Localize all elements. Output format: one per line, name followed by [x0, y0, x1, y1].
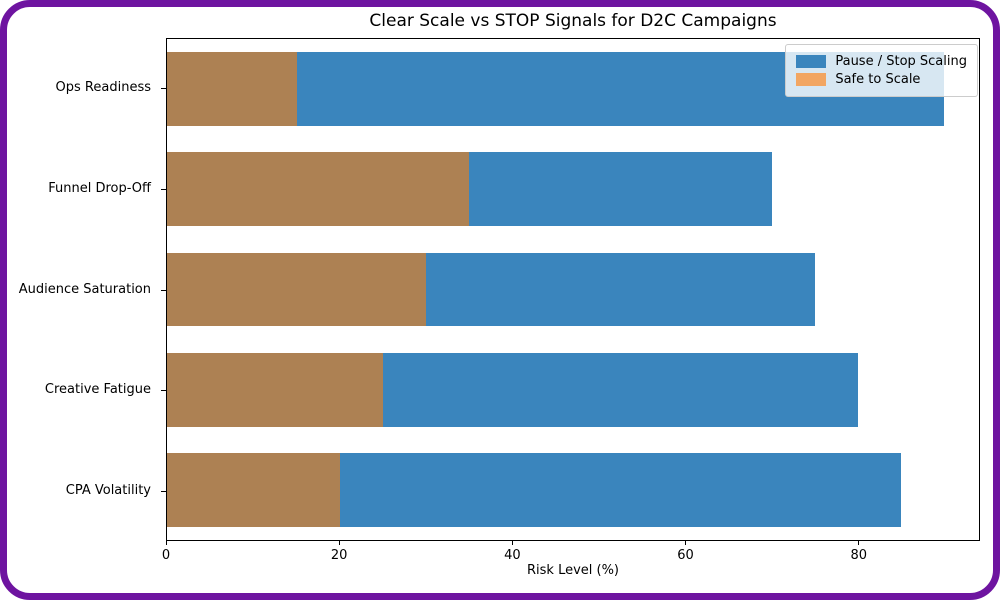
legend-item: Safe to Scale [796, 72, 967, 87]
legend-label: Pause / Stop Scaling [835, 54, 967, 69]
y-category-label: Ops Readiness [55, 80, 151, 96]
y-tick-mark [161, 289, 166, 291]
y-tick-mark [161, 188, 166, 190]
y-tick-mark [161, 490, 166, 492]
bar-row [167, 239, 979, 339]
plot-area [166, 38, 980, 541]
legend-label: Safe to Scale [835, 72, 921, 87]
legend-swatch-icon [796, 73, 827, 86]
x-tick-label: 40 [504, 548, 521, 563]
x-tick-label: 80 [850, 548, 868, 563]
safe-to-scale-bar [167, 453, 340, 527]
safe-to-scale-bar [167, 152, 470, 227]
y-category-label: Audience Saturation [18, 281, 151, 297]
x-tick-mark [165, 541, 167, 545]
x-tick-label: 0 [161, 548, 171, 563]
y-tick-mark [161, 390, 166, 392]
x-tick-mark [858, 541, 860, 545]
safe-to-scale-bar [167, 252, 427, 327]
legend-swatch-icon [796, 55, 827, 68]
safe-to-scale-bar [167, 52, 297, 126]
y-category-label: Funnel Drop-Off [48, 180, 151, 196]
x-tick-label: 20 [330, 548, 348, 563]
legend-item: Pause / Stop Scaling [796, 54, 967, 69]
bar-row [167, 340, 979, 440]
safe-to-scale-bar [167, 352, 383, 427]
bar-row [167, 440, 979, 540]
x-tick-mark [685, 541, 687, 545]
legend: Pause / Stop Scaling Safe to Scale [785, 44, 978, 97]
bar-row [167, 139, 979, 239]
y-tick-mark [161, 88, 166, 90]
x-axis-title: Risk Level (%) [526, 563, 620, 578]
y-category-label: CPA Volatility [65, 482, 151, 498]
x-tick-mark [511, 541, 513, 545]
x-tick-mark [338, 541, 340, 545]
y-category-label: Creative Fatigue [44, 382, 151, 398]
x-tick-label: 60 [677, 548, 694, 563]
chart-title: Clear Scale vs STOP Signals for D2C Camp… [369, 11, 777, 31]
